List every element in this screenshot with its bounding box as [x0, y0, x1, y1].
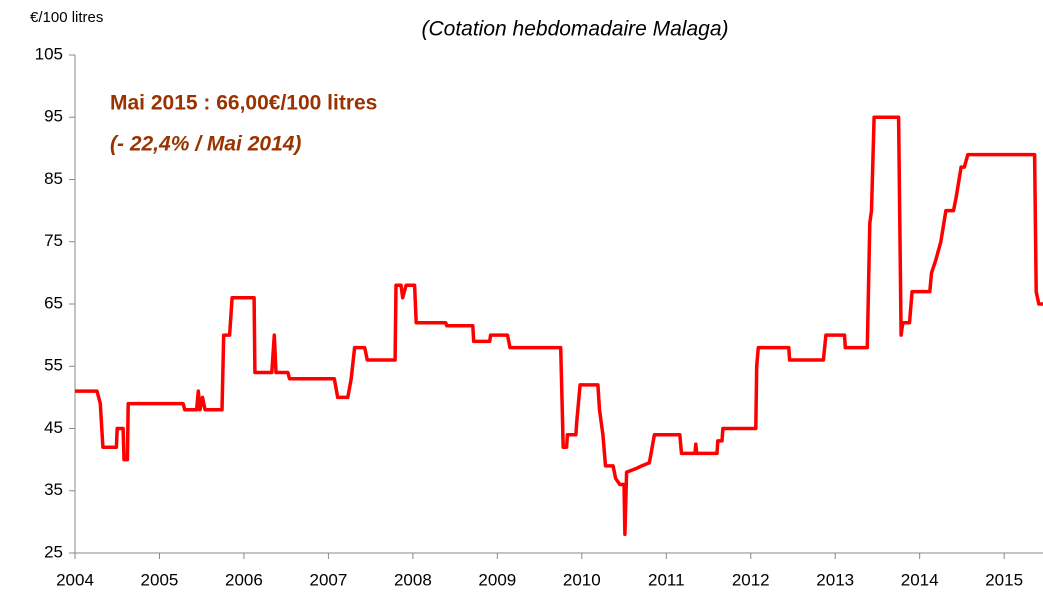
y-tick-label: 85	[44, 169, 63, 188]
x-tick-label: 2013	[816, 570, 854, 589]
x-tick-label: 2015	[985, 570, 1023, 589]
x-tick-label: 2009	[478, 570, 516, 589]
y-tick-label: 35	[44, 480, 63, 499]
annotation: Mai 2015 : 66,00€/100 litres	[110, 92, 377, 115]
x-tick-label: 2014	[901, 570, 939, 589]
y-tick-label: 45	[44, 418, 63, 437]
x-tick-label: 2004	[56, 570, 94, 589]
y-tick-label: 65	[44, 293, 63, 312]
y-tick-label: 75	[44, 231, 63, 250]
y-tick-label: 55	[44, 356, 63, 375]
annotation: (- 22,4% / Mai 2014)	[110, 133, 301, 156]
line	[75, 115, 1043, 537]
x-tick-label: 2006	[225, 570, 263, 589]
y-tick-label: 25	[44, 542, 63, 561]
x-tick-label: 2008	[394, 570, 432, 589]
y-tick-label: 95	[44, 107, 63, 126]
x-tick-label: 2011	[648, 570, 685, 589]
y-axis-label: €/100 litres	[30, 9, 103, 26]
x-tick-label: 2012	[732, 570, 770, 589]
x-tick-label: 2005	[141, 570, 179, 589]
x-tick-label: 2010	[563, 570, 601, 589]
chart-title: (Cotation hebdomadaire Malaga)	[421, 18, 728, 41]
y-tick-label: 105	[35, 44, 63, 63]
annotation-box	[100, 85, 510, 160]
x-tick-label: 2007	[309, 570, 347, 589]
